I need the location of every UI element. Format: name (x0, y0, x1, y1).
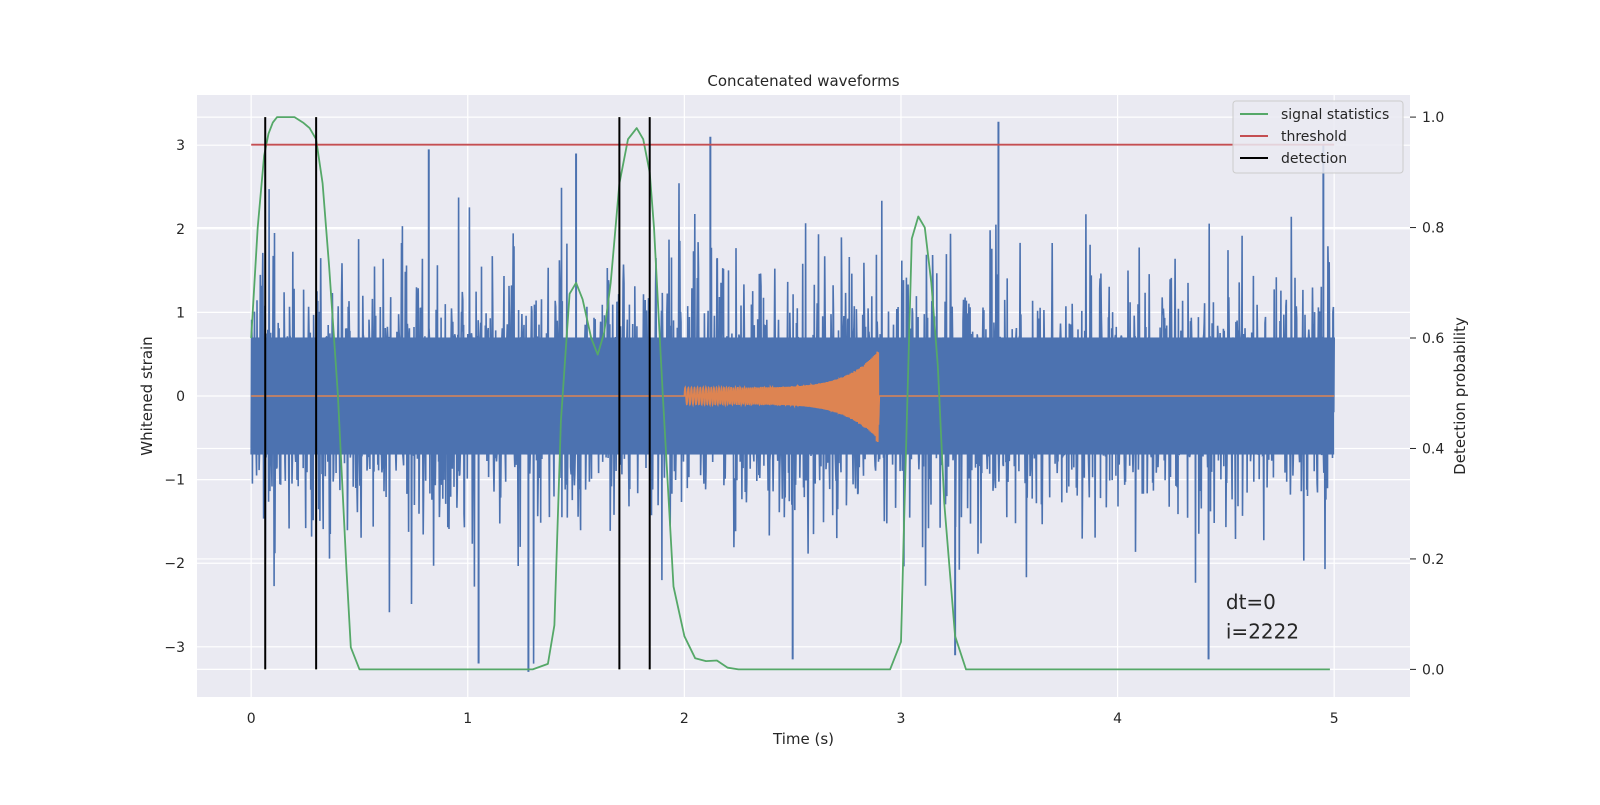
x-tick-label: 0 (247, 711, 256, 727)
series-layer (250, 116, 1335, 672)
y-right-tick-label: 0.8 (1422, 221, 1444, 237)
annotation: dt=0 i=2222 (1226, 590, 1299, 643)
y-right-tick-label: 0.4 (1422, 441, 1444, 457)
x-tick-label: 1 (463, 711, 472, 727)
y-right-tick-label: 0.0 (1422, 662, 1444, 678)
x-tick-label: 5 (1330, 711, 1339, 727)
y-left-tick-label: −3 (164, 640, 185, 656)
signal-statistics-line (250, 116, 1330, 671)
y-left-tick-label: −2 (164, 556, 185, 572)
axes-layer: 0 1 2 3 4 5 −3 −2 −1 0 1 2 3 0.0 0.2 0.4 0.6 0.8 1.0 (164, 110, 1444, 727)
legend-label: detection (1281, 151, 1347, 167)
annotation-line-dt: dt=0 (1226, 590, 1276, 614)
y-right-tick-label: 0.6 (1422, 331, 1444, 347)
y-right-tick-label: 0.2 (1422, 552, 1444, 568)
x-tick-label: 3 (897, 711, 906, 727)
y-left-axis-label: Whitened strain (138, 336, 156, 455)
y-right-axis-label: Detection probability (1451, 317, 1469, 475)
chart-title: Concatenated waveforms (707, 72, 899, 90)
x-axis-label: Time (s) (772, 730, 834, 748)
y-left-tick-label: 1 (176, 305, 185, 321)
legend-box (1232, 100, 1404, 174)
y-left-tick-label: −1 (164, 473, 185, 489)
y-left-tick-label: 2 (176, 222, 185, 238)
annotation-line-i: i=2222 (1226, 619, 1299, 643)
y-left-tick-label: 0 (176, 389, 185, 405)
legend-label: threshold (1281, 129, 1347, 145)
y-left-tick-label: 3 (176, 138, 185, 154)
x-tick-label: 2 (680, 711, 689, 727)
legend-label: signal statistics (1281, 107, 1389, 123)
legend: signal statistics threshold detection (1232, 100, 1404, 174)
template-series-line (251, 351, 1335, 443)
y-right-tick-label: 1.0 (1422, 110, 1444, 126)
x-tick-label: 4 (1113, 711, 1122, 727)
